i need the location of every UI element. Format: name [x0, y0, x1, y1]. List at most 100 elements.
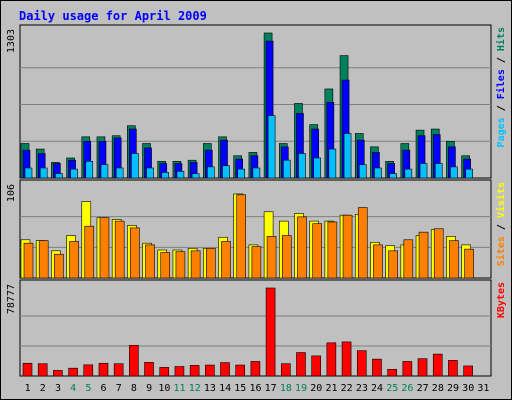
bar-pages: [343, 133, 352, 179]
bar-sites: [175, 251, 186, 279]
bar-sites: [84, 225, 95, 279]
bar-pages: [419, 163, 428, 179]
y-max-label: 106: [6, 184, 17, 202]
bar-sites: [54, 253, 64, 279]
bar-pages: [176, 171, 185, 179]
bar-pages: [39, 167, 48, 179]
bar-pages: [282, 159, 291, 179]
bar-kbytes: [37, 363, 48, 377]
x-tick-label: 14: [219, 383, 231, 394]
x-tick-label: 31: [477, 383, 489, 394]
bar-pages: [404, 168, 413, 179]
bar-pages: [131, 153, 139, 179]
x-tick-label: 19: [295, 383, 307, 394]
bar-kbytes: [68, 367, 78, 377]
bar-pages: [267, 115, 276, 179]
series-label-separator: /: [496, 99, 507, 117]
x-tick-label: 5: [85, 383, 91, 394]
bar-kbytes: [53, 370, 63, 377]
bar-pages: [358, 164, 367, 179]
bar-kbytes: [402, 361, 413, 377]
bar-pages: [161, 172, 170, 179]
bar-kbytes: [326, 342, 337, 377]
bar-pages: [24, 167, 33, 179]
bar-pages: [450, 166, 458, 179]
bar-sites: [464, 248, 474, 279]
bar-kbytes: [250, 361, 261, 377]
bar-sites: [449, 240, 459, 279]
x-tick-label: 25: [386, 383, 398, 394]
x-tick-label: 8: [131, 383, 137, 394]
bar-sites: [357, 207, 368, 279]
bar-kbytes: [265, 287, 276, 377]
x-tick-label: 1: [25, 383, 31, 394]
bar-kbytes: [174, 366, 185, 377]
bar-kbytes: [296, 352, 306, 377]
bar-kbytes: [159, 367, 170, 377]
bar-kbytes: [448, 360, 458, 377]
bar-sites: [403, 239, 414, 279]
bar-pages: [434, 163, 443, 179]
x-tick-label: 24: [371, 383, 383, 394]
bar-pages: [146, 167, 154, 179]
bar-kbytes: [98, 362, 109, 377]
bar-pages: [115, 167, 124, 179]
x-tick-label: 6: [101, 383, 107, 394]
bar-sites: [418, 231, 429, 279]
series-label-separator: /: [496, 218, 507, 236]
x-tick-label: 21: [325, 383, 337, 394]
bar-kbytes: [311, 355, 321, 377]
x-tick-label: 30: [462, 383, 474, 394]
bar-kbytes: [22, 362, 33, 377]
bar-sites: [160, 252, 171, 279]
bar-sites: [130, 227, 140, 279]
bar-kbytes: [189, 365, 200, 377]
bar-sites: [342, 214, 353, 279]
bar-sites: [327, 221, 338, 279]
x-tick-label: 29: [447, 383, 459, 394]
bar-kbytes: [372, 358, 382, 377]
series-label-hits: Hits: [495, 27, 507, 51]
x-tick-label: 20: [310, 383, 322, 394]
x-tick-label: 3: [55, 383, 61, 394]
x-tick-label: 4: [70, 383, 76, 394]
bar-kbytes: [83, 364, 94, 377]
bar-kbytes: [113, 363, 124, 377]
bar-pages: [252, 167, 261, 179]
bar-sites: [297, 216, 307, 279]
x-tick-label: 10: [158, 383, 170, 394]
series-label-sites: Sites: [495, 236, 507, 266]
x-tick-label: 28: [432, 383, 444, 394]
bar-kbytes: [432, 353, 443, 377]
x-tick-label: 22: [341, 383, 353, 394]
y-series-label: Sites / Visits: [495, 182, 507, 266]
y-max-label: 1303: [6, 29, 17, 53]
bar-sites: [23, 242, 34, 279]
bar-pages: [70, 168, 78, 179]
bar-sites: [251, 246, 262, 279]
bar-sites: [281, 235, 292, 279]
bar-pages: [85, 161, 94, 179]
bar-sites: [388, 250, 398, 279]
series-label-separator: /: [496, 51, 507, 69]
bar-kbytes: [387, 368, 397, 377]
x-tick-label: 16: [249, 383, 261, 394]
bar-sites: [433, 228, 444, 279]
bar-kbytes: [417, 358, 428, 377]
bar-pages: [313, 157, 321, 179]
bar-pages: [298, 153, 306, 179]
plot-area-2: [19, 279, 492, 377]
bar-kbytes: [280, 363, 291, 377]
bar-sites: [38, 240, 49, 279]
series-label-pages: Pages: [496, 117, 507, 147]
bar-pages: [389, 173, 397, 179]
bar-sites: [190, 250, 201, 279]
bar-kbytes: [463, 365, 473, 377]
bar-sites: [312, 223, 322, 279]
x-tick-label: 13: [204, 383, 216, 394]
y-series-label: Pages / Files / Hits: [495, 27, 507, 147]
bar-sites: [373, 244, 383, 279]
x-tick-label: 7: [116, 383, 122, 394]
bar-sites: [99, 217, 110, 279]
